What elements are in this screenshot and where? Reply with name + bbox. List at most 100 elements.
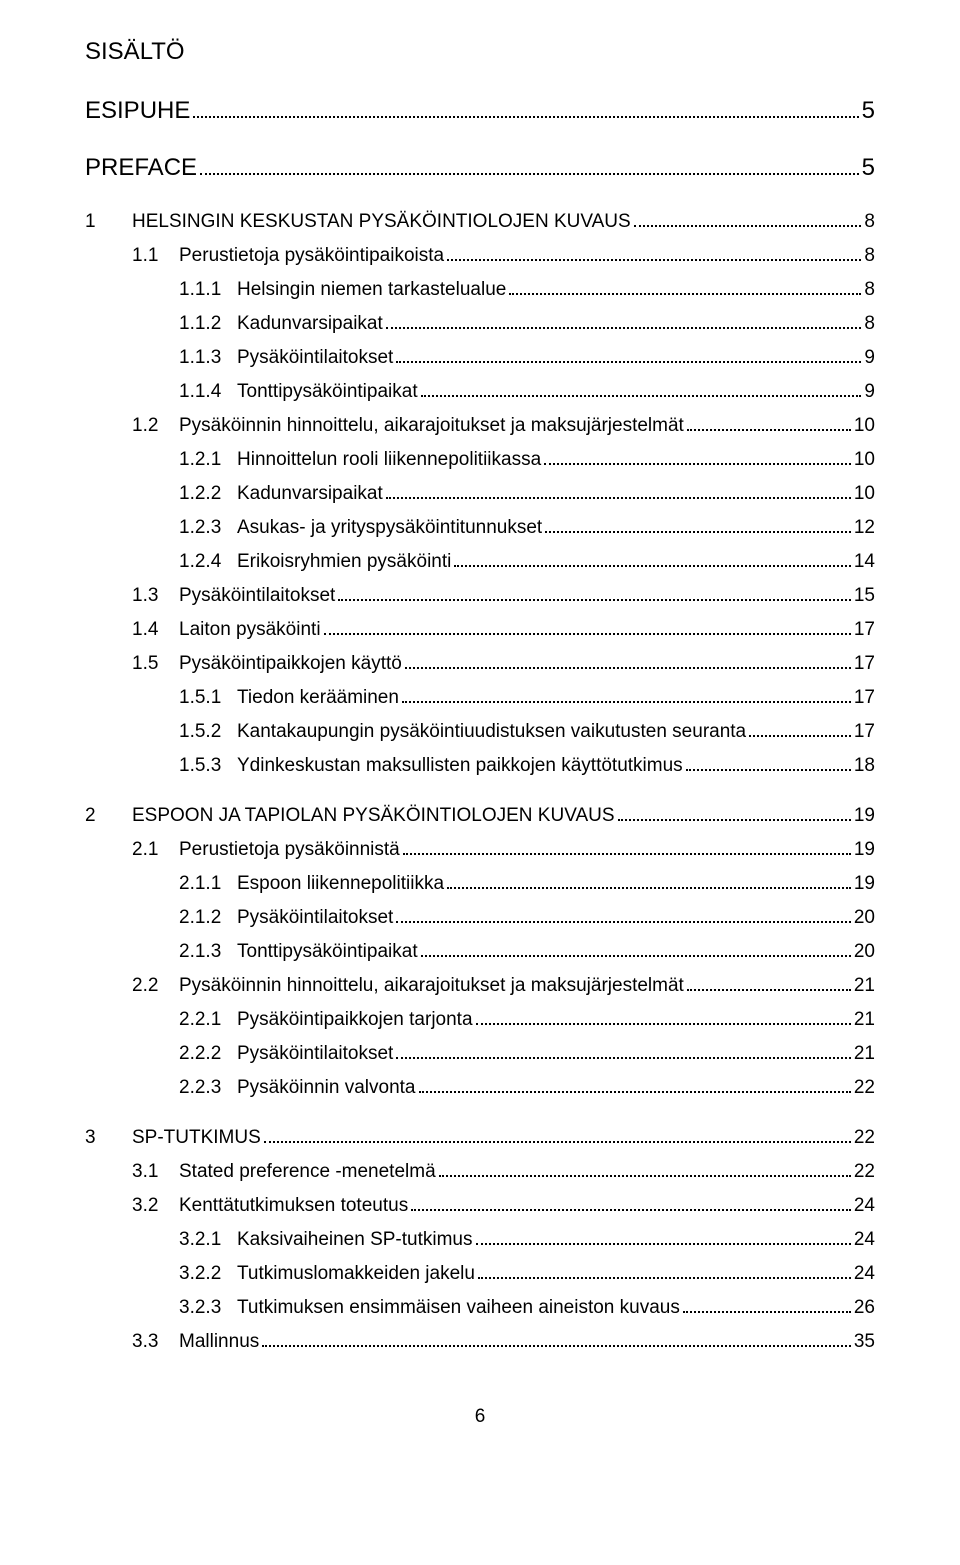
toc-number: 3.2.1 (179, 1226, 237, 1254)
toc-number: 1.4 (132, 616, 179, 644)
toc-entry: 2.2.1Pysäköintipaikkojen tarjonta 21 (179, 1006, 875, 1034)
toc-number: 3.2.2 (179, 1260, 237, 1288)
toc-page: 22 (854, 1124, 875, 1152)
toc-leader-dots (396, 361, 861, 363)
toc-entry: 1.4Laiton pysäköinti17 (132, 616, 875, 644)
toc-number: 2.2.3 (179, 1074, 237, 1102)
toc-leader-dots (545, 531, 851, 533)
toc-page: 9 (864, 378, 875, 406)
toc-page: 14 (854, 548, 875, 576)
toc-number: 1.5.3 (179, 752, 237, 780)
toc-entry: 2.1.3Tonttipysäköintipaikat20 (179, 938, 875, 966)
toc-entry: 1.3Pysäköintilaitokset 15 (132, 582, 875, 610)
toc-page: 8 (864, 208, 875, 236)
toc-number: 2.1.1 (179, 870, 237, 898)
toc-leader-dots (338, 599, 851, 601)
toc-page: 21 (854, 1040, 875, 1068)
toc-page: 21 (854, 1006, 875, 1034)
toc-entry: 1.5.1Tiedon kerääminen 17 (179, 684, 875, 712)
toc-leader-dots (686, 769, 851, 771)
toc-number: 2.2.1 (179, 1006, 237, 1034)
toc-leader-dots (419, 1091, 851, 1093)
toc-entry: 2.1.1Espoon liikennepolitiikka19 (179, 870, 875, 898)
toc-label: Pysäköintilaitokset (179, 582, 335, 610)
toc-number: 1.1.2 (179, 310, 237, 338)
toc-entry: 1.1.3Pysäköintilaitokset9 (179, 344, 875, 372)
toc-label: Kenttätutkimuksen toteutus (179, 1192, 408, 1220)
toc-number: 1.3 (132, 582, 179, 610)
toc-number: 2.1.2 (179, 904, 237, 932)
toc-page: 17 (854, 718, 875, 746)
toc-label: Laiton pysäköinti (179, 616, 321, 644)
toc-label: Kantakaupungin pysäköintiuudistuksen vai… (237, 718, 746, 746)
toc-label: Helsingin niemen tarkastelualue (237, 276, 506, 304)
toc-page: 24 (854, 1192, 875, 1220)
toc-page: 19 (854, 870, 875, 898)
toc-number: 3.1 (132, 1158, 179, 1186)
toc-entry: 2.2Pysäköinnin hinnoittelu, aikarajoituk… (132, 972, 875, 1000)
toc-label: Pysäköintilaitokset (237, 1040, 393, 1068)
toc-page: 15 (854, 582, 875, 610)
toc-label: ESPOON JA TAPIOLAN PYSÄKÖINTIOLOJEN KUVA… (132, 802, 615, 830)
toc-entry: 2.1Perustietoja pysäköinnistä19 (132, 836, 875, 864)
toc-entry: 3.1Stated preference -menetelmä22 (132, 1158, 875, 1186)
toc-leader-dots (386, 497, 851, 499)
toc-entry: 3.2Kenttätutkimuksen toteutus 24 (132, 1192, 875, 1220)
toc-label: Pysäköintipaikkojen käyttö (179, 650, 402, 678)
toc-leader-dots (544, 463, 851, 465)
toc-number: 1.5 (132, 650, 179, 678)
toc-leader-dots (402, 701, 851, 703)
toc-number: 1.1.1 (179, 276, 237, 304)
toc-page: 19 (854, 802, 875, 830)
toc-leader-dots (324, 633, 851, 635)
toc-number: 2.2 (132, 972, 179, 1000)
toc-number: 1.2 (132, 412, 179, 440)
toc-label: Pysäköinnin hinnoittelu, aikarajoitukset… (179, 972, 684, 1000)
toc-page: 12 (854, 514, 875, 542)
toc-number: 1.2.4 (179, 548, 237, 576)
toc-entry: ESIPUHE5 (85, 94, 875, 129)
toc-number: 2.1 (132, 836, 179, 864)
toc-page: 5 (862, 94, 875, 129)
toc-page: 17 (854, 684, 875, 712)
toc-page: 20 (854, 938, 875, 966)
toc-leader-dots (476, 1243, 851, 1245)
toc-page: 20 (854, 904, 875, 932)
toc-label: Hinnoittelun rooli liikennepolitiikassa (237, 446, 541, 474)
toc-label: Perustietoja pysäköintipaikoista (179, 242, 444, 270)
toc-entry: 3.2.2Tutkimuslomakkeiden jakelu24 (179, 1260, 875, 1288)
toc-label: Tutkimuslomakkeiden jakelu (237, 1260, 475, 1288)
toc-entry: PREFACE5 (85, 151, 875, 186)
toc-page: 22 (854, 1158, 875, 1186)
toc-page: 21 (854, 972, 875, 1000)
toc-page: 8 (864, 276, 875, 304)
page-number: 6 (85, 1406, 875, 1428)
toc-leader-dots (264, 1141, 851, 1143)
toc-leader-dots (634, 225, 862, 227)
toc-label: Tiedon kerääminen (237, 684, 399, 712)
toc-label: Pysäköintipaikkojen tarjonta (237, 1006, 473, 1034)
toc-leader-dots (749, 735, 851, 737)
doc-title: SISÄLTÖ (85, 38, 875, 66)
toc-leader-dots (396, 1057, 851, 1059)
toc-leader-dots (618, 819, 851, 821)
toc-entry: 1.5.3Ydinkeskustan maksullisten paikkoje… (179, 752, 875, 780)
toc-leader-dots (193, 116, 858, 118)
toc-page: 10 (854, 412, 875, 440)
toc-label: Tutkimuksen ensimmäisen vaiheen aineisto… (237, 1294, 680, 1322)
toc-number: 1.5.1 (179, 684, 237, 712)
toc-number: 1.5.2 (179, 718, 237, 746)
toc-entry: 1.1.4Tonttipysäköintipaikat9 (179, 378, 875, 406)
toc-number: 3.3 (132, 1328, 179, 1356)
toc-page: 10 (854, 480, 875, 508)
toc-leader-dots (478, 1277, 851, 1279)
toc-entry: 1.1Perustietoja pysäköintipaikoista8 (132, 242, 875, 270)
toc-label: Mallinnus (179, 1328, 259, 1356)
toc-label: Ydinkeskustan maksullisten paikkojen käy… (237, 752, 683, 780)
toc-label: HELSINGIN KESKUSTAN PYSÄKÖINTIOLOJEN KUV… (132, 208, 631, 236)
toc-entry: 3SP-TUTKIMUS22 (85, 1124, 875, 1152)
toc-label: Kaksivaiheinen SP-tutkimus (237, 1226, 473, 1254)
toc-label: Tonttipysäköintipaikat (237, 938, 418, 966)
toc-number: 3.2 (132, 1192, 179, 1220)
toc-label: Erikoisryhmien pysäköinti (237, 548, 451, 576)
